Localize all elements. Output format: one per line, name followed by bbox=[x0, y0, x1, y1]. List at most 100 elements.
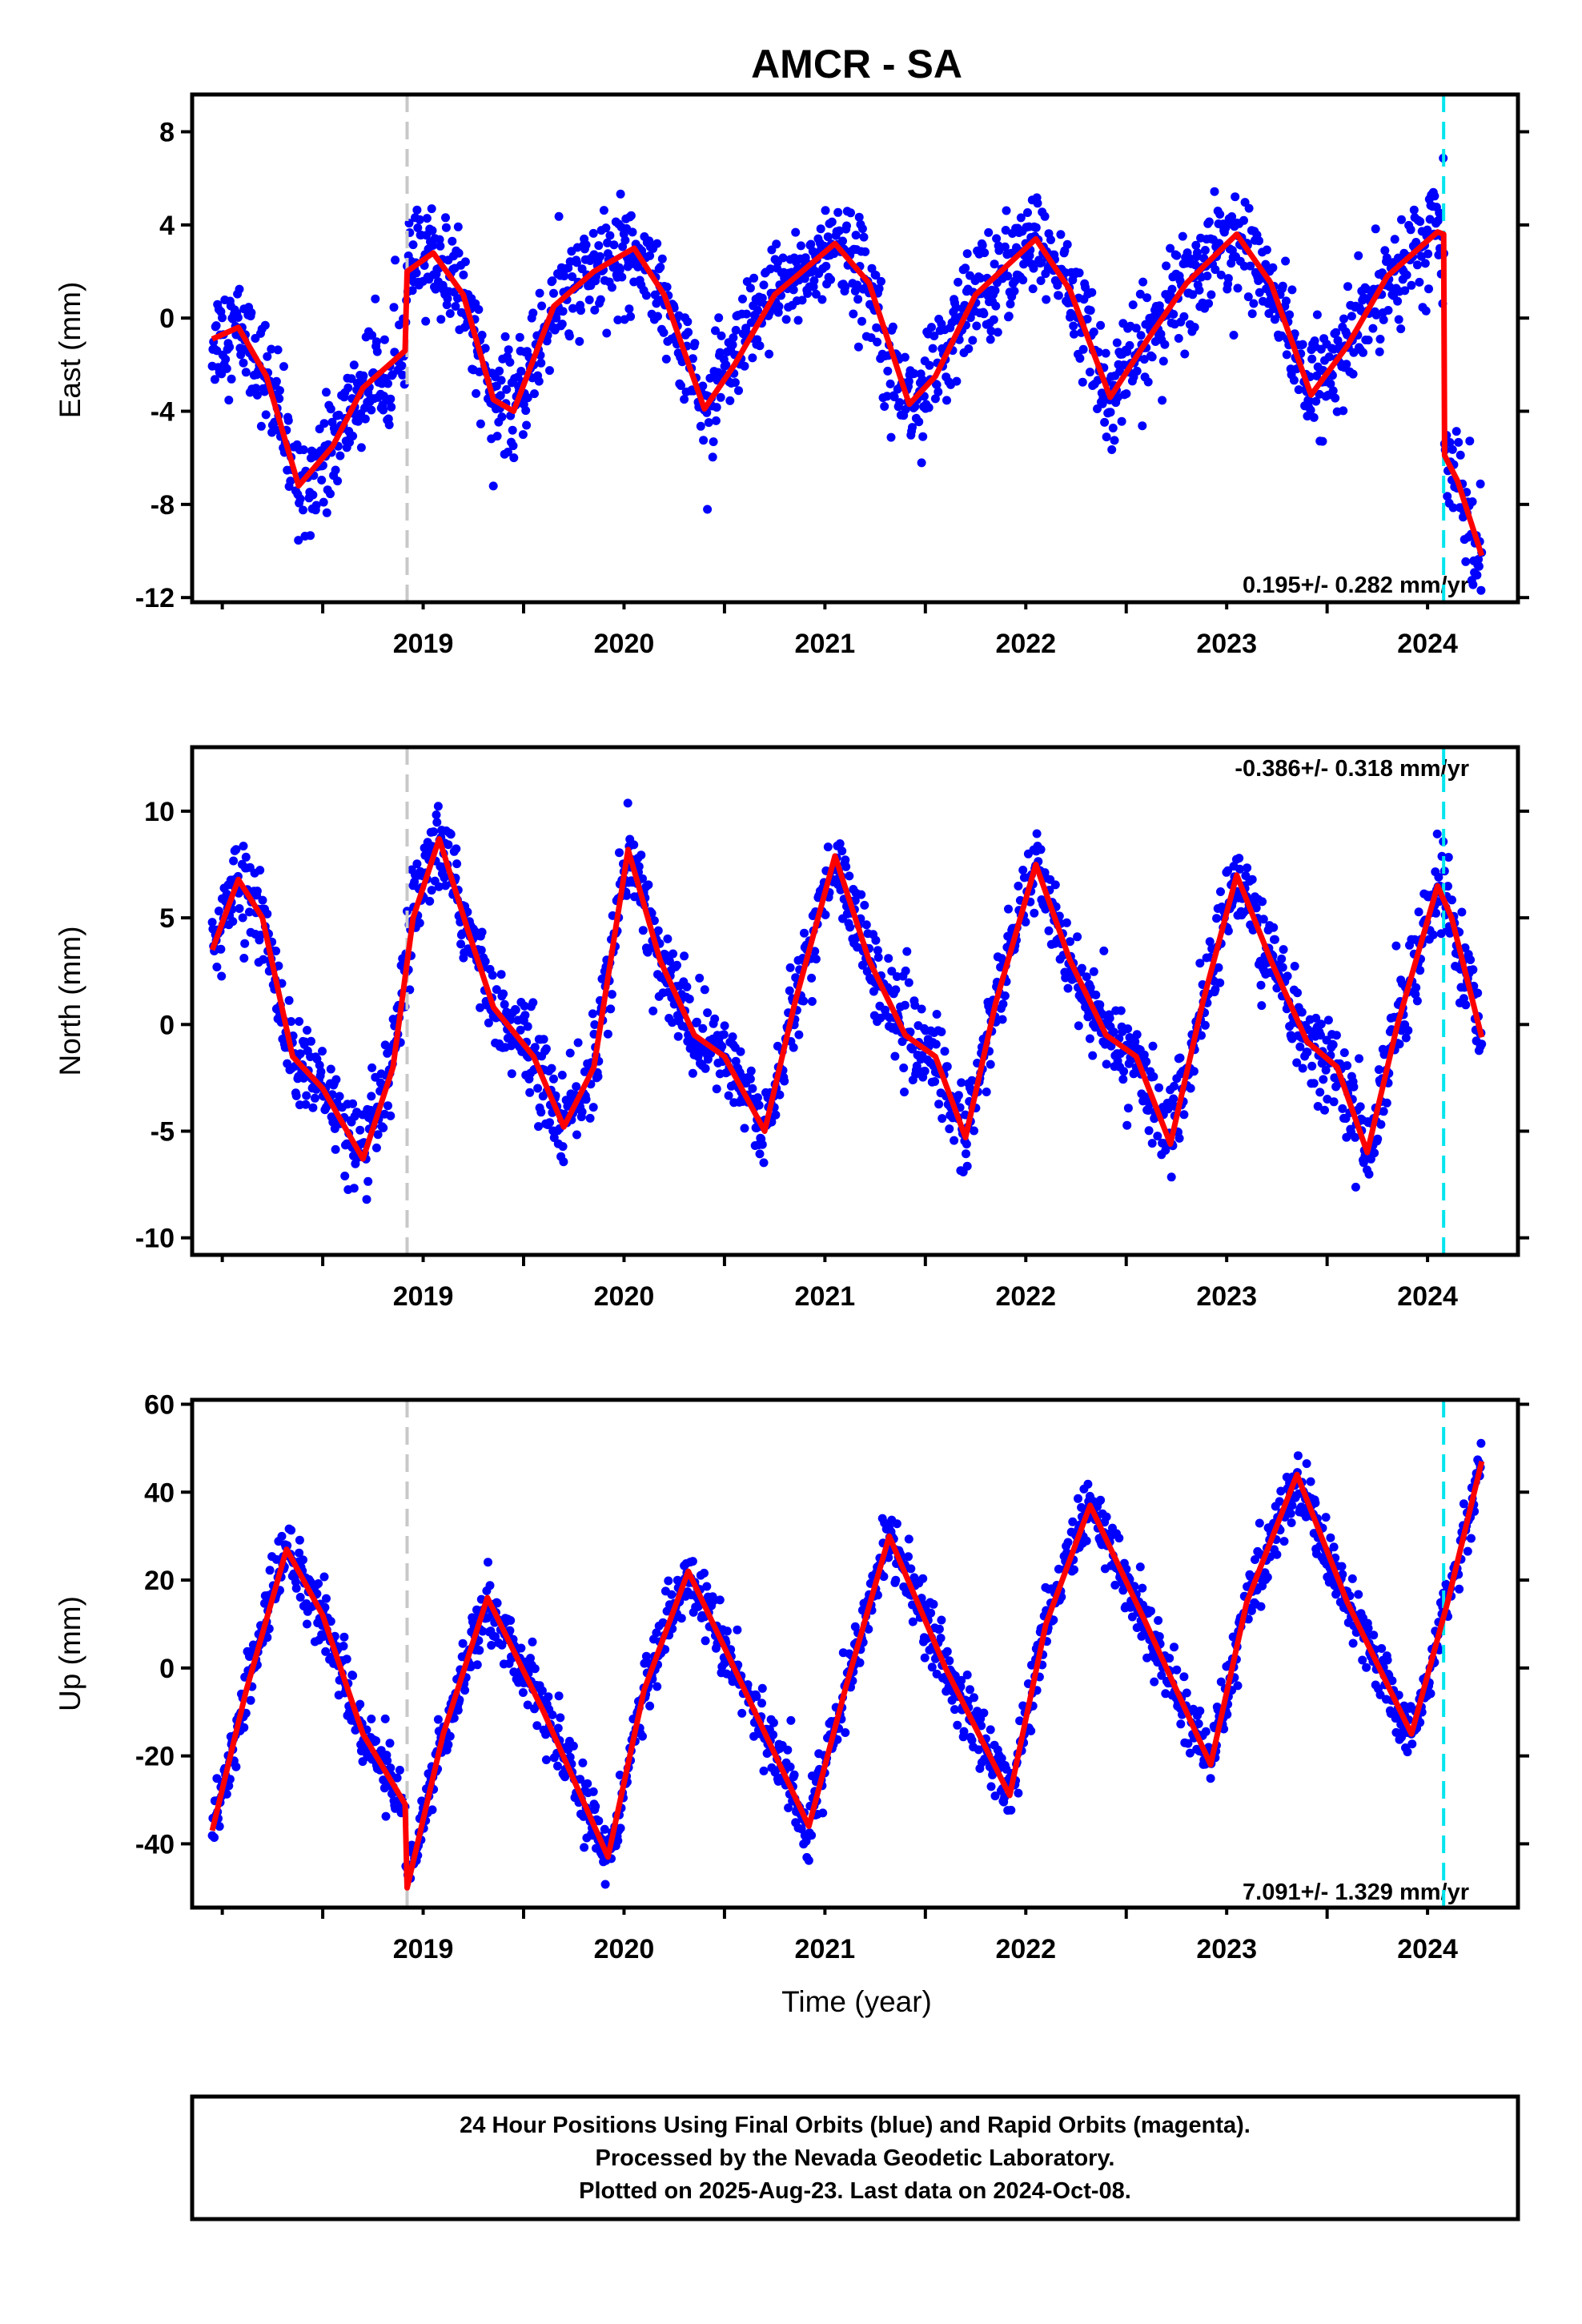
north-y-tick-label: 0 bbox=[159, 1010, 175, 1040]
east-data-point bbox=[1363, 336, 1373, 345]
up-data-point bbox=[516, 1643, 526, 1653]
east-data-point bbox=[1233, 283, 1243, 293]
up-data-point bbox=[433, 1715, 443, 1724]
north-data-point bbox=[1044, 926, 1054, 935]
east-data-point bbox=[1031, 223, 1041, 232]
east-data-point bbox=[235, 284, 244, 294]
east-data-point bbox=[436, 241, 445, 251]
east-data-point bbox=[725, 396, 735, 405]
east-data-point bbox=[435, 235, 444, 244]
east-x-tick-label: 2023 bbox=[1196, 629, 1257, 659]
north-data-point bbox=[427, 886, 436, 895]
north-data-point bbox=[1411, 990, 1420, 999]
north-data-point bbox=[1004, 904, 1013, 914]
east-data-point bbox=[326, 489, 335, 499]
east-data-point bbox=[322, 508, 331, 517]
north-data-point bbox=[310, 1093, 319, 1103]
east-data-point bbox=[1304, 396, 1314, 406]
up-data-point bbox=[339, 1642, 348, 1651]
up-data-point bbox=[600, 1880, 610, 1889]
east-data-point bbox=[477, 331, 487, 340]
north-data-point bbox=[1321, 1065, 1331, 1075]
up-data-point bbox=[271, 1554, 281, 1564]
north-data-point bbox=[516, 1025, 525, 1035]
east-data-point bbox=[1400, 286, 1410, 296]
north-data-point bbox=[668, 1018, 677, 1027]
north-data-point bbox=[884, 954, 893, 963]
up-data-point bbox=[485, 1581, 495, 1590]
east-data-point bbox=[853, 295, 863, 304]
east-data-point bbox=[475, 367, 484, 376]
north-data-point bbox=[433, 802, 443, 811]
north-data-point bbox=[1319, 1075, 1328, 1084]
north-data-point bbox=[228, 917, 238, 927]
north-data-point bbox=[533, 1084, 543, 1093]
north-data-point bbox=[1243, 863, 1252, 873]
east-data-point bbox=[311, 501, 321, 510]
east-data-point bbox=[428, 226, 437, 235]
east-data-point bbox=[626, 312, 636, 321]
up-data-point bbox=[339, 1632, 349, 1642]
east-data-point bbox=[1037, 258, 1046, 267]
east-data-point bbox=[1390, 235, 1399, 244]
east-data-point bbox=[500, 332, 510, 341]
up-data-point bbox=[1063, 1538, 1073, 1547]
north-data-point bbox=[649, 916, 659, 926]
east-data-point bbox=[283, 416, 293, 425]
up-data-point bbox=[702, 1582, 712, 1591]
north-data-point bbox=[954, 1091, 963, 1100]
north-data-point bbox=[1432, 829, 1442, 838]
up-data-point bbox=[1135, 1562, 1145, 1572]
east-data-point bbox=[765, 264, 775, 274]
east-data-point bbox=[827, 217, 837, 227]
north-data-point bbox=[1200, 1020, 1210, 1030]
east-data-point bbox=[459, 270, 468, 279]
east-data-point bbox=[576, 306, 585, 316]
up-data-point bbox=[453, 1706, 463, 1715]
east-data-point bbox=[796, 241, 805, 251]
east-data-point bbox=[609, 240, 619, 250]
up-data-point bbox=[472, 1660, 482, 1670]
north-data-point bbox=[775, 1090, 785, 1100]
north-data-point bbox=[1062, 918, 1071, 927]
north-data-point bbox=[932, 1010, 942, 1019]
east-data-point bbox=[1138, 277, 1148, 287]
east-data-point bbox=[1216, 270, 1226, 279]
east-data-point bbox=[1040, 211, 1050, 221]
north-data-point bbox=[1431, 908, 1441, 918]
north-data-point bbox=[780, 1076, 789, 1086]
north-data-point bbox=[507, 1069, 516, 1079]
north-data-point bbox=[1030, 908, 1039, 918]
north-data-point bbox=[900, 1000, 909, 1010]
north-data-point bbox=[1379, 1107, 1388, 1116]
north-data-point bbox=[1316, 1019, 1326, 1029]
north-data-point bbox=[1088, 1051, 1098, 1060]
north-data-point bbox=[559, 1157, 568, 1167]
up-data-point bbox=[583, 1779, 592, 1788]
east-data-point bbox=[1472, 570, 1482, 580]
north-data-point bbox=[1391, 941, 1401, 951]
north-data-point bbox=[240, 939, 250, 948]
east-data-point bbox=[605, 231, 615, 240]
north-data-point bbox=[950, 1136, 959, 1145]
east-data-point bbox=[778, 253, 788, 263]
east-data-point bbox=[1054, 291, 1063, 300]
east-data-point bbox=[1096, 320, 1106, 330]
east-data-point bbox=[1108, 424, 1118, 432]
up-data-point bbox=[807, 1831, 817, 1840]
north-data-point bbox=[379, 1123, 388, 1132]
north-data-point bbox=[212, 963, 222, 971]
east-data-point bbox=[1368, 324, 1378, 333]
north-plot-frame bbox=[190, 745, 1520, 1257]
north-data-point bbox=[252, 887, 262, 896]
east-data-point bbox=[516, 367, 526, 376]
up-data-point bbox=[1251, 1555, 1259, 1564]
east-data-point bbox=[838, 236, 847, 246]
east-data-point bbox=[1085, 368, 1094, 377]
up-data-point bbox=[380, 1714, 390, 1723]
north-data-point bbox=[1089, 967, 1098, 976]
north-data-point bbox=[488, 971, 497, 980]
north-data-point bbox=[1066, 937, 1074, 947]
east-data-point bbox=[753, 306, 762, 315]
up-data-point bbox=[979, 1708, 989, 1718]
